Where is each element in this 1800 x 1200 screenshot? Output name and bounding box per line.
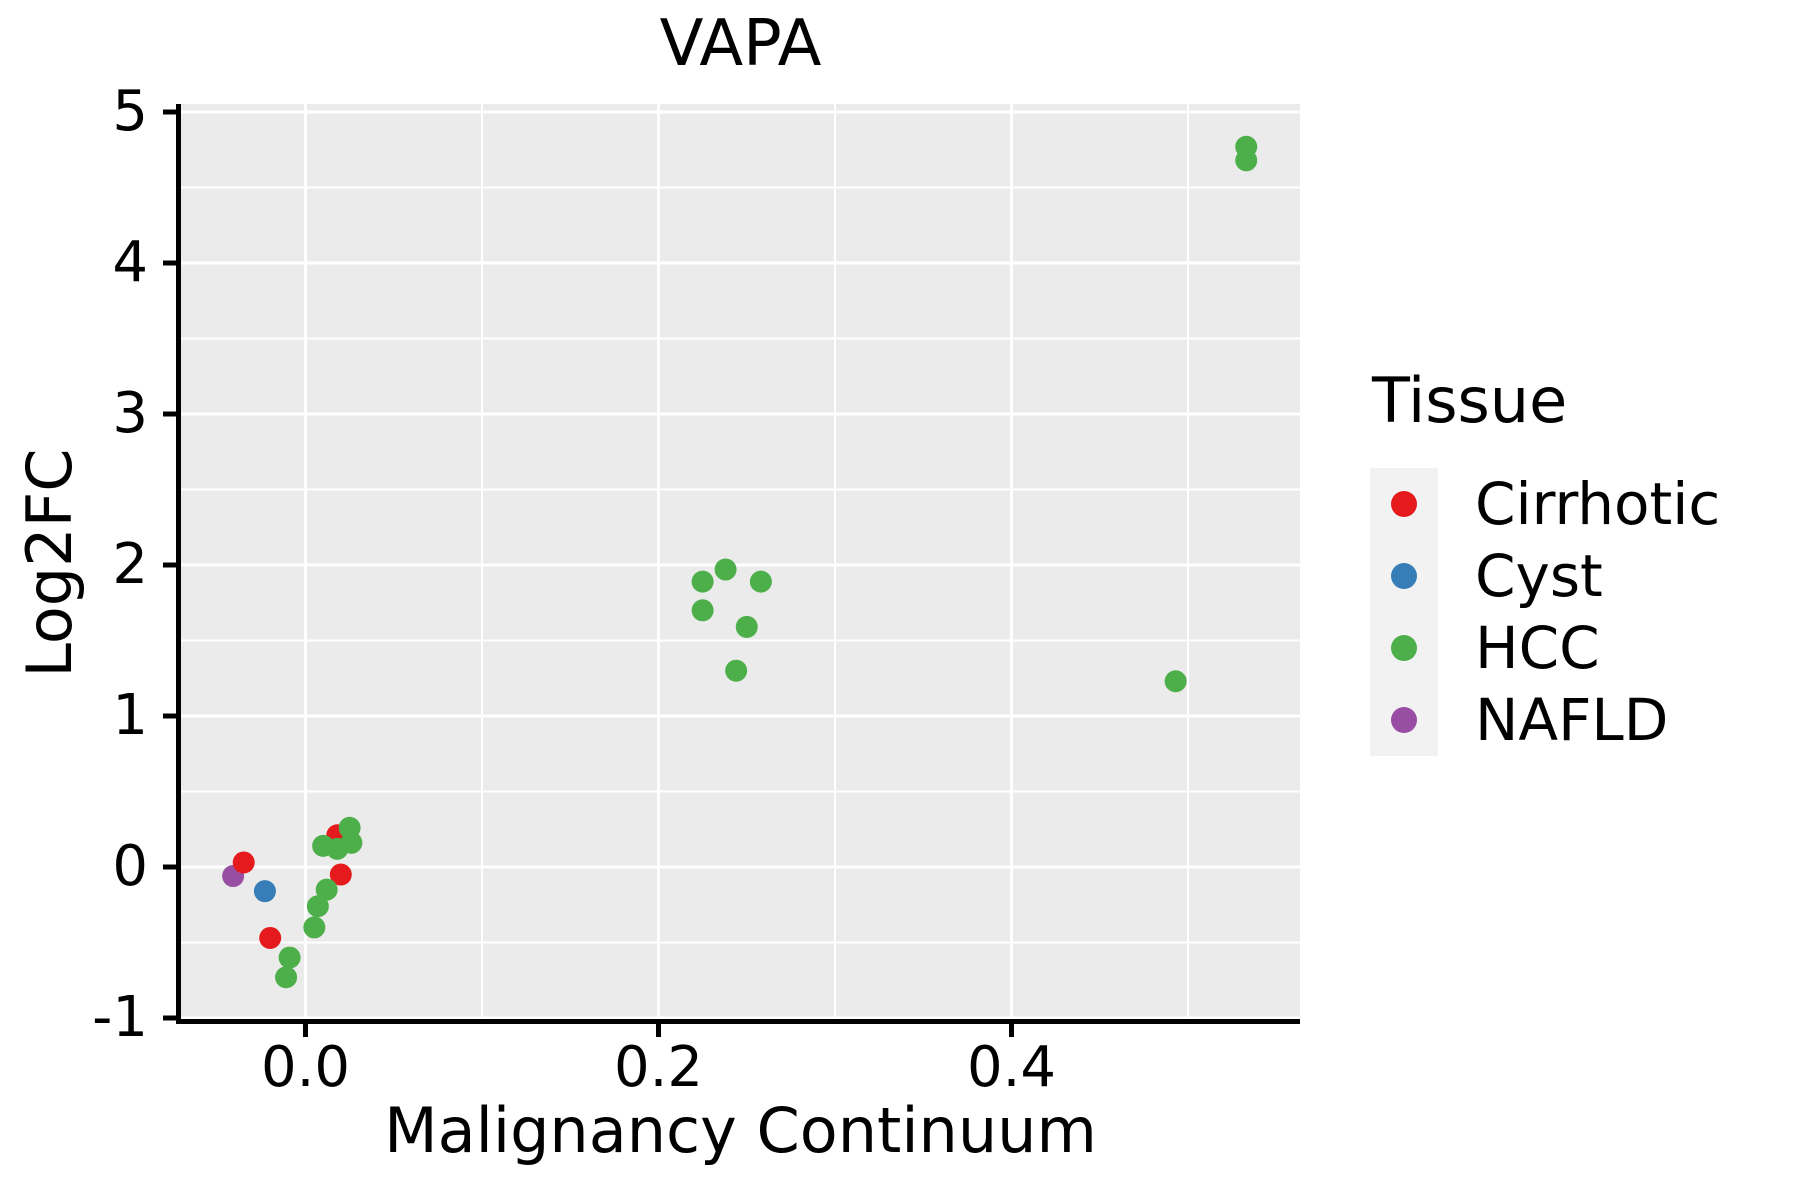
- y-tick-mark: [163, 713, 176, 719]
- x-tick-mark: [656, 1024, 661, 1037]
- y-major-gridline: [181, 412, 1300, 416]
- data-point-hcc: [691, 570, 714, 593]
- legend-swatch-dot: [1391, 491, 1417, 517]
- x-minor-gridline: [834, 104, 836, 1019]
- y-tick-label: 3: [112, 381, 148, 446]
- y-minor-gridline: [181, 488, 1300, 491]
- y-axis-spine: [176, 104, 181, 1024]
- y-minor-gridline: [181, 941, 1300, 944]
- legend-item-cirrhotic: Cirrhotic: [1370, 468, 1790, 540]
- legend-title: Tissue: [1372, 364, 1568, 437]
- y-minor-gridline: [181, 790, 1300, 793]
- x-major-gridline: [304, 104, 307, 1019]
- legend-swatch-dot: [1391, 707, 1417, 733]
- data-point-hcc: [315, 878, 338, 901]
- y-tick-mark: [163, 411, 176, 417]
- chart-title: VAPA: [659, 7, 822, 81]
- legend-swatch-dot: [1391, 635, 1417, 661]
- x-axis-label: Malignancy Continuum: [384, 1094, 1097, 1167]
- y-tick-label: 2: [112, 532, 148, 597]
- data-point-hcc: [306, 895, 329, 918]
- y-tick-mark: [163, 1015, 176, 1021]
- legend-key-box: [1370, 540, 1438, 612]
- x-major-gridline: [1010, 104, 1013, 1019]
- y-minor-gridline: [181, 639, 1300, 642]
- x-major-gridline: [657, 104, 660, 1019]
- data-point-hcc: [338, 816, 361, 839]
- data-point-cirrhotic: [259, 926, 282, 949]
- y-axis-label: Log2FC: [13, 448, 86, 678]
- data-point-hcc: [714, 558, 737, 581]
- data-point-hcc: [735, 615, 758, 638]
- data-point-hcc: [1164, 670, 1187, 693]
- y-major-gridline: [181, 714, 1300, 718]
- legend-item-nafld: NAFLD: [1370, 684, 1790, 756]
- x-axis-spine: [176, 1019, 1300, 1024]
- y-tick-label: 5: [112, 79, 148, 144]
- legend-item-label: Cyst: [1475, 542, 1603, 610]
- data-point-hcc: [312, 834, 335, 857]
- data-point-hcc: [749, 570, 772, 593]
- legend-item-label: Cirrhotic: [1475, 470, 1721, 538]
- data-point-hcc: [275, 966, 298, 989]
- data-point-hcc: [725, 659, 748, 682]
- data-point-cirrhotic: [329, 863, 352, 886]
- y-major-gridline: [181, 563, 1300, 567]
- legend-items: Cirrhotic Cyst HCC NAFLD: [1370, 468, 1790, 756]
- x-tick-label: 0.4: [966, 1035, 1057, 1100]
- data-point-hcc: [691, 599, 714, 622]
- x-tick-mark: [1009, 1024, 1014, 1037]
- legend-item-cyst: Cyst: [1370, 540, 1790, 612]
- y-tick-mark: [163, 260, 176, 266]
- y-major-gridline: [181, 261, 1300, 265]
- data-point-hcc: [1235, 149, 1258, 172]
- data-point-cirrhotic: [232, 851, 255, 874]
- legend-key-box: [1370, 468, 1438, 540]
- legend-item-label: HCC: [1475, 614, 1600, 682]
- legend-key-box: [1370, 612, 1438, 684]
- legend-key-box: [1370, 684, 1438, 756]
- x-tick-label: 0.0: [260, 1035, 351, 1100]
- legend-item-hcc: HCC: [1370, 612, 1790, 684]
- y-major-gridline: [181, 1016, 1300, 1020]
- y-tick-label: -1: [92, 985, 148, 1050]
- y-tick-label: 1: [112, 683, 148, 748]
- y-tick-mark: [163, 109, 176, 115]
- data-point-hcc: [303, 916, 326, 939]
- y-tick-mark: [163, 864, 176, 870]
- legend-item-label: NAFLD: [1475, 686, 1669, 754]
- y-minor-gridline: [181, 186, 1300, 189]
- y-tick-mark: [163, 562, 176, 568]
- y-minor-gridline: [181, 337, 1300, 340]
- legend-swatch-dot: [1391, 563, 1417, 589]
- y-major-gridline: [181, 110, 1300, 114]
- x-tick-label: 0.2: [613, 1035, 704, 1100]
- y-major-gridline: [181, 865, 1300, 869]
- x-minor-gridline: [1187, 104, 1189, 1019]
- y-tick-label: 4: [112, 230, 148, 295]
- x-tick-mark: [303, 1024, 308, 1037]
- y-tick-label: 0: [112, 834, 148, 899]
- x-minor-gridline: [481, 104, 483, 1019]
- data-point-hcc: [278, 946, 301, 969]
- data-point-cyst: [253, 880, 276, 903]
